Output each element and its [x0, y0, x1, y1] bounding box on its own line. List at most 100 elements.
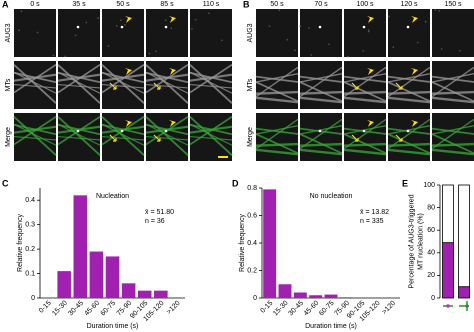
microtubule — [13, 123, 57, 146]
y-tick-label: 0.2 — [247, 267, 257, 274]
microtubule — [255, 148, 299, 156]
microtubule — [189, 64, 233, 104]
speckle — [115, 25, 118, 27]
microtubule — [343, 148, 387, 156]
microtubule — [13, 64, 57, 104]
bar — [89, 251, 104, 298]
microtubule — [431, 73, 474, 83]
microtubule — [431, 148, 474, 156]
x-axis-label: Duration time (s) — [305, 323, 357, 330]
microtubule — [13, 83, 57, 89]
x-tick-label: 15-30 — [51, 300, 69, 318]
speckle — [268, 25, 271, 27]
annotation: n = 36 — [145, 218, 165, 225]
arrowhead — [169, 68, 176, 75]
microtubule — [101, 63, 145, 94]
arrowhead — [411, 120, 418, 127]
microtubule — [299, 73, 343, 83]
microtubule — [431, 127, 474, 135]
annotation: n = 335 — [360, 218, 384, 225]
arrowhead — [169, 16, 176, 23]
microtubule — [57, 135, 101, 141]
aug3-spot — [76, 25, 80, 29]
microtubule — [255, 66, 299, 98]
microtubule — [189, 71, 233, 94]
speckle — [194, 18, 197, 21]
panel-letter: D — [232, 178, 239, 188]
micrograph — [432, 9, 474, 57]
bar — [73, 195, 88, 298]
time-label: 110 s — [203, 1, 220, 8]
y-axis-label: MT nucleation (%) — [417, 213, 424, 270]
microtubule — [431, 133, 474, 155]
microtubule — [145, 71, 189, 94]
microtubule — [189, 83, 233, 89]
microtubule — [255, 90, 299, 95]
aug3-spot — [76, 129, 80, 133]
speckle — [416, 41, 419, 44]
micrograph — [300, 9, 342, 57]
y-tick-label: 0 — [253, 295, 257, 302]
aug3-spot — [120, 129, 124, 133]
microtubule — [343, 66, 387, 98]
arrow — [153, 82, 161, 90]
microtubule — [189, 135, 233, 141]
microtubule — [189, 115, 233, 146]
x-tick-label: 60-75 — [100, 300, 118, 318]
speckle — [119, 19, 122, 21]
speckle — [36, 31, 39, 34]
speckle — [367, 29, 370, 31]
speckle — [458, 49, 461, 52]
aug3-spot — [318, 129, 322, 133]
microtubule — [189, 63, 233, 94]
microtubule — [343, 73, 387, 83]
speckle — [74, 34, 77, 37]
bar — [263, 189, 277, 298]
arrowhead — [125, 16, 132, 23]
arrowhead — [367, 120, 374, 127]
aug3-spot — [318, 25, 322, 29]
time-label: 35 s — [72, 1, 86, 8]
speckle — [124, 24, 126, 26]
x-tick-label: 45-60 — [83, 300, 101, 318]
speckle — [440, 48, 443, 50]
speckle — [64, 55, 66, 58]
microtubule — [343, 142, 387, 147]
arrow — [109, 82, 117, 90]
microtubule — [57, 63, 101, 94]
microtubule — [255, 73, 299, 83]
microtubule — [431, 75, 474, 83]
microtubule — [387, 75, 431, 83]
y-tick-label: 40 — [427, 250, 435, 257]
row-label: Merge — [5, 127, 12, 147]
time-label: 85 s — [160, 1, 174, 8]
x-tick-label: 60-75 — [318, 300, 336, 318]
microtubule — [299, 96, 343, 104]
y-axis-label: Relative frequency — [239, 214, 246, 272]
micrograph — [58, 9, 100, 57]
microtubule — [145, 135, 189, 141]
panel-letter: B — [243, 0, 250, 9]
microtubule — [343, 81, 387, 103]
y-tick-label: 0.2 — [25, 246, 35, 253]
speckle — [148, 52, 151, 55]
micrograph — [102, 9, 144, 57]
microtubule — [101, 116, 145, 156]
x-tick-label: 15-30 — [272, 300, 290, 318]
y-tick-label: 20 — [427, 272, 435, 279]
microtubule — [189, 123, 233, 146]
microtubule — [387, 125, 431, 135]
microtubule — [255, 125, 299, 135]
micrograph — [388, 9, 430, 57]
microtubule — [431, 90, 474, 95]
arrowhead — [411, 16, 418, 23]
y-axis-label: Percentage of AUG3-triggered — [408, 194, 415, 288]
arrow — [351, 82, 359, 90]
bar — [121, 283, 136, 298]
microtubule — [387, 96, 431, 104]
microtubule — [387, 142, 431, 147]
microtubule — [343, 75, 387, 83]
microtubule — [343, 90, 387, 95]
speckle — [170, 27, 173, 30]
microtubule — [299, 90, 343, 95]
